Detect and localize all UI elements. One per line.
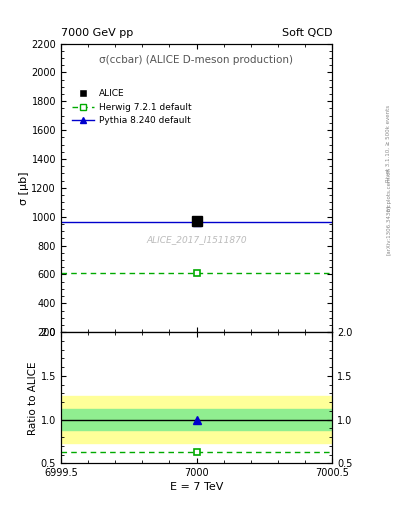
Text: σ(ccbar) (ALICE D-meson production): σ(ccbar) (ALICE D-meson production) <box>99 55 294 65</box>
Legend: ALICE, Herwig 7.2.1 default, Pythia 8.240 default: ALICE, Herwig 7.2.1 default, Pythia 8.24… <box>68 86 195 129</box>
Text: mcplots.cern.ch: mcplots.cern.ch <box>386 167 391 211</box>
Bar <box>61 409 332 430</box>
Y-axis label: σ [μb]: σ [μb] <box>18 171 29 205</box>
Text: 7000 GeV pp: 7000 GeV pp <box>61 28 133 38</box>
Text: ALICE_2017_I1511870: ALICE_2017_I1511870 <box>146 236 247 244</box>
X-axis label: E = 7 TeV: E = 7 TeV <box>170 482 223 493</box>
Text: Soft QCD: Soft QCD <box>282 28 332 38</box>
Text: [arXiv:1306.3436]: [arXiv:1306.3436] <box>386 205 391 255</box>
Text: Rivet 3.1.10, ≥ 500k events: Rivet 3.1.10, ≥ 500k events <box>386 105 391 182</box>
Bar <box>61 396 332 443</box>
Y-axis label: Ratio to ALICE: Ratio to ALICE <box>28 361 38 435</box>
